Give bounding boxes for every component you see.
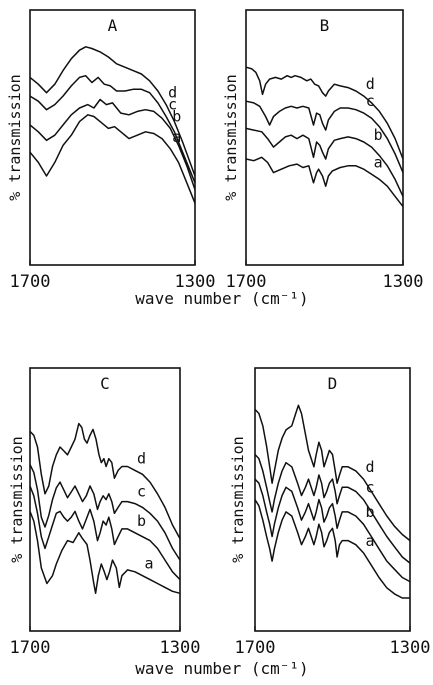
y-axis-label-d: % transmission: [229, 436, 247, 562]
y-axis-label-b: % transmission: [222, 74, 240, 200]
series-label-b-a: a: [374, 153, 383, 171]
series-label-c-c: c: [137, 483, 146, 501]
bottom-x-axis-label: wave number (cm⁻¹): [135, 659, 308, 678]
x-tick-label-a-left: 1700: [10, 272, 51, 292]
chart-panel-c: 1700 1300 C % transmission a bcd: [8, 367, 201, 658]
panel-frame-c: [29, 367, 181, 632]
series-line-b-c: [245, 100, 404, 173]
series-label-a-b: b: [172, 107, 181, 125]
panel-frame-b: [245, 9, 404, 266]
panel-title-d: D: [328, 374, 338, 393]
x-tick-label-d-right: 1300: [390, 638, 431, 658]
series-line-c-d: [29, 422, 181, 539]
series-line-a-d: [29, 46, 196, 177]
series-line-b-a: [245, 156, 404, 208]
series-line-c-b: [29, 485, 181, 581]
series-line-a-a: [29, 114, 196, 204]
series-label-c-a: a: [145, 555, 154, 573]
series-label-d-d: d: [366, 458, 375, 476]
panel-title-b: B: [320, 16, 330, 35]
x-tick-label-b-left: 1700: [226, 272, 267, 292]
series-label-b-d: d: [366, 75, 375, 93]
x-tick-label-a-right: 1300: [175, 272, 216, 292]
x-tick-label-c-right: 1300: [160, 638, 201, 658]
series-label-d-b: b: [366, 503, 375, 521]
y-axis-label-a: % transmission: [6, 74, 24, 200]
series-label-d-c: c: [366, 479, 375, 497]
series-line-c-a: [29, 511, 181, 595]
x-tick-label-b-right: 1300: [383, 272, 424, 292]
series-label-b-b: b: [374, 126, 383, 144]
series-label-d-a: a: [366, 532, 375, 550]
panel-frame-a: [29, 9, 196, 266]
series-line-d-a: [254, 499, 410, 599]
series-line-a-b: [29, 98, 196, 190]
panel-frame-d: [254, 367, 411, 632]
series-line-d-d: [254, 404, 411, 542]
series-line-b-d: [245, 66, 404, 160]
series-label-a-d: d: [168, 84, 177, 102]
series-line-d-b: [254, 478, 411, 583]
series-line-d-c: [254, 453, 411, 564]
y-axis-label-c: % transmission: [8, 436, 26, 562]
series-label-c-b: b: [137, 512, 146, 530]
series-line-a-c: [29, 74, 196, 184]
x-tick-label-c-left: 1700: [10, 638, 51, 658]
x-tick-label-d-left: 1700: [235, 638, 276, 658]
series-label-a-c: c: [168, 96, 177, 114]
series-line-b-b: [245, 127, 404, 197]
panel-title-a: A: [108, 16, 118, 35]
series-line-c-c: [29, 464, 181, 561]
panel-title-c: C: [100, 374, 110, 393]
series-label-c-d: d: [137, 449, 146, 467]
top-x-axis-label: wave number (cm⁻¹): [135, 289, 308, 308]
